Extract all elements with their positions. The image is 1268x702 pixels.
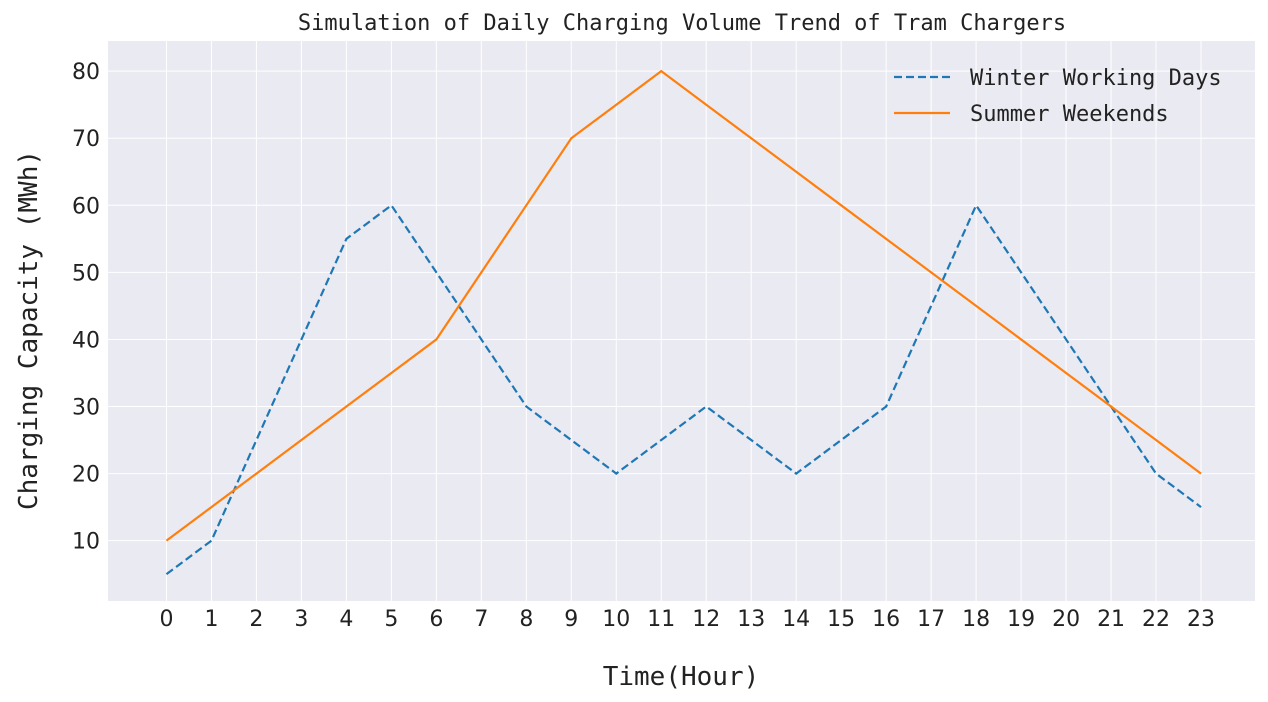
grid [108,41,1255,601]
legend: Winter Working Days Summer Weekends [894,66,1222,127]
chart-title: Simulation of Daily Charging Volume Tren… [298,11,1066,36]
x-tick-label: 10 [602,607,630,632]
y-tick-label: 70 [72,127,100,152]
x-tick-label: 17 [917,607,945,632]
plot-area [108,41,1255,601]
y-tick-label: 50 [72,261,100,286]
x-tick-labels: 0 1 2 3 4 5 6 7 8 9 10 11 12 13 14 15 16 17 18 19 20 21 22 23 [159,607,1215,632]
y-tick-label: 10 [72,530,100,555]
x-tick-label: 6 [429,607,443,632]
x-tick-label: 5 [384,607,398,632]
x-tick-label: 13 [737,607,765,632]
y-tick-label: 40 [72,328,100,353]
x-tick-label: 1 [204,607,218,632]
series-line-winter-working-days [165,203,1202,576]
legend-label: Winter Working Days [970,66,1222,91]
series-line-summer-weekends [165,69,1202,542]
y-tick-label: 30 [72,396,100,421]
x-tick-label: 22 [1142,607,1170,632]
y-tick-label: 20 [72,463,100,488]
x-tick-label: 16 [872,607,900,632]
x-tick-label: 20 [1052,607,1080,632]
y-tick-labels: 10 20 30 40 50 60 70 80 [72,60,100,554]
x-tick-label: 21 [1097,607,1125,632]
x-tick-label: 8 [519,607,533,632]
x-tick-label: 7 [474,607,488,632]
x-tick-label: 15 [827,607,855,632]
y-tick-label: 80 [72,60,100,85]
x-tick-label: 4 [339,607,353,632]
x-tick-label: 18 [962,607,990,632]
x-tick-label: 19 [1007,607,1035,632]
x-axis-label: Time(Hour) [603,662,760,692]
x-tick-label: 3 [294,607,308,632]
x-tick-label: 14 [782,607,810,632]
series-lines [165,69,1202,576]
x-tick-label: 9 [564,607,578,632]
y-axis-label: Charging Capacity (MWh) [14,150,44,510]
y-tick-label: 60 [72,194,100,219]
x-tick-label: 12 [692,607,720,632]
x-tick-label: 2 [249,607,263,632]
x-tick-label: 23 [1187,607,1215,632]
x-tick-label: 11 [647,607,675,632]
x-tick-label: 0 [159,607,173,632]
legend-label: Summer Weekends [970,102,1169,127]
